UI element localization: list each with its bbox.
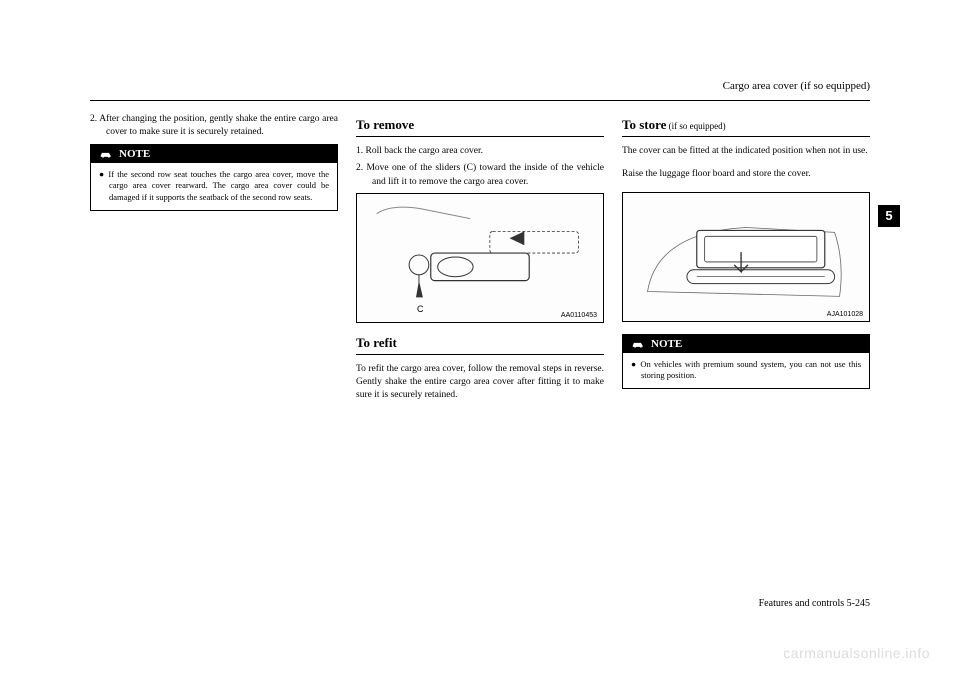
to-remove-title: To remove xyxy=(356,117,604,137)
remove-step-1: 1. Roll back the cargo area cover. xyxy=(356,145,604,158)
note-box-1: NOTE ● If the second row seat touches th… xyxy=(90,144,338,212)
store-body-1: The cover can be fitted at the indicated… xyxy=(622,145,870,158)
column-2: To remove 1. Roll back the cargo area co… xyxy=(356,113,604,413)
note-body-1: ● If the second row seat touches the car… xyxy=(91,163,337,211)
figure-remove: C AA0110453 xyxy=(356,193,604,323)
column-3: To store (if so equipped) The cover can … xyxy=(622,113,870,413)
note-header-1: NOTE xyxy=(91,145,337,163)
page-header-title: Cargo area cover (if so equipped) xyxy=(90,80,870,92)
to-store-title-text: To store xyxy=(622,117,666,132)
to-store-suffix: (if so equipped) xyxy=(666,121,725,131)
store-body-2: Raise the luggage floor board and store … xyxy=(622,168,870,181)
watermark: carmanualsonline.info xyxy=(783,645,930,661)
figure-code-2: AJA101028 xyxy=(827,311,863,318)
column-1: 2. After changing the position, gently s… xyxy=(90,113,338,413)
note-bullet-2: ● On vehicles with premium sound system,… xyxy=(631,359,861,383)
remove-illustration xyxy=(357,194,603,322)
note-label-1: NOTE xyxy=(119,148,150,160)
figure-code-1: AA0110453 xyxy=(561,312,597,319)
chapter-tab: 5 xyxy=(878,205,900,227)
note-car-icon-2 xyxy=(631,339,645,349)
content-columns: 2. After changing the position, gently s… xyxy=(90,113,870,413)
store-illustration xyxy=(623,193,869,321)
step-2-text: 2. After changing the position, gently s… xyxy=(90,113,338,140)
note-body-2: ● On vehicles with premium sound system,… xyxy=(623,353,869,389)
figure-label-c: C xyxy=(417,304,424,314)
to-store-title: To store (if so equipped) xyxy=(622,117,870,137)
remove-step-2: 2. Move one of the sliders (C) toward th… xyxy=(356,162,604,189)
note-header-2: NOTE xyxy=(623,335,869,353)
refit-body: To refit the cargo area cover, follow th… xyxy=(356,363,604,403)
figure-store: AJA101028 xyxy=(622,192,870,322)
note-bullet-1: ● If the second row seat touches the car… xyxy=(99,169,329,205)
page-footer: Features and controls 5-245 xyxy=(759,598,870,609)
note-box-2: NOTE ● On vehicles with premium sound sy… xyxy=(622,334,870,390)
to-refit-title: To refit xyxy=(356,335,604,355)
note-car-icon xyxy=(99,149,113,159)
note-label-2: NOTE xyxy=(651,338,682,350)
header-rule xyxy=(90,100,870,101)
